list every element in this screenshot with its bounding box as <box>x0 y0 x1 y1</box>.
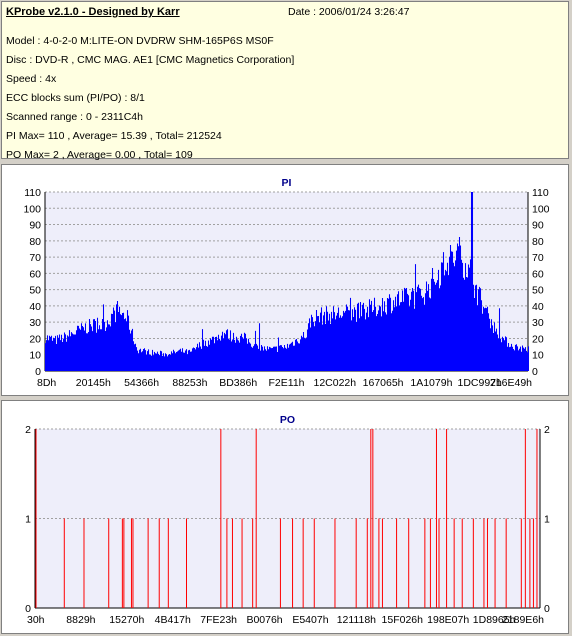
pi-chart-panel: 0 0 10 10 20 20 30 30 40 40 50 50 60 60 70 70 80 80 90 90 10… <box>1 164 569 396</box>
pi-ytick-left: 0 <box>35 366 41 378</box>
pi-ytick-right: 30 <box>532 317 544 329</box>
po-chart: 0 0 1 1 2 2 30h 8829h 15270h 4B417h 7FE23h B0076h E5… <box>25 414 550 626</box>
po-ytick-right: 2 <box>544 424 550 436</box>
info-pi-stats: PI Max= 110 , Average= 15.39 , Total= 21… <box>6 130 222 142</box>
po-ytick-left: 2 <box>25 424 31 436</box>
pi-xtick: 54366h <box>124 377 159 389</box>
pi-ytick-right: 10 <box>532 350 544 362</box>
po-xtick: 198E07h <box>427 614 469 626</box>
pi-ytick-right: 0 <box>532 366 538 378</box>
pi-ytick-left: 80 <box>29 236 41 248</box>
pi-ytick-right: 100 <box>532 203 550 215</box>
info-panel: KProbe v2.1.0 - Designed by Karr Date : … <box>1 1 569 161</box>
po-xtick: 121118h <box>337 614 376 626</box>
pi-xtick: 20145h <box>76 377 111 389</box>
pi-xtick: 167065h <box>363 377 404 389</box>
pi-xtick: BD386h <box>219 377 257 389</box>
po-xtick: B0076h <box>246 614 282 626</box>
app-title: KProbe v2.1.0 - Designed by Karr <box>6 6 180 18</box>
po-xtick: 7FE23h <box>200 614 237 626</box>
po-xtick: 1D8965h <box>473 614 516 626</box>
pi-ytick-left: 10 <box>29 350 41 362</box>
pi-xtick: 88253h <box>172 377 207 389</box>
info-speed: Speed : 4x <box>6 73 57 85</box>
pi-ytick-right: 20 <box>532 333 544 345</box>
po-ytick-right: 0 <box>544 603 550 615</box>
pi-ytick-right: 80 <box>532 236 544 248</box>
pi-ytick-left: 40 <box>29 301 41 313</box>
scan-date: Date : 2006/01/24 3:26:47 <box>288 6 410 18</box>
pi-xtick: 1A1079h <box>410 377 452 389</box>
info-ecc: ECC blocks sum (PI/PO) : 8/1 <box>6 92 145 104</box>
pi-ytick-right: 50 <box>532 285 544 297</box>
pi-xtick: 8Dh <box>37 377 56 389</box>
pi-ytick-right: 90 <box>532 220 544 232</box>
po-ytick-right: 1 <box>544 514 550 526</box>
pi-chart-title: PI <box>282 177 292 189</box>
pi-chart: 0 0 10 10 20 20 30 30 40 40 50 50 60 60 70 70 80 80 90 90 10… <box>23 177 550 389</box>
pi-ytick-right: 110 <box>532 187 549 199</box>
po-ytick-left: 0 <box>25 603 31 615</box>
pi-bars <box>44 192 530 371</box>
pi-ytick-left: 70 <box>29 252 41 264</box>
po-xtick: 15F026h <box>382 614 424 626</box>
pi-ytick-right: 60 <box>532 268 544 280</box>
pi-ytick-left: 100 <box>23 203 41 215</box>
pi-ytick-left: 110 <box>24 187 41 199</box>
po-xtick: 8829h <box>66 614 95 626</box>
info-disc: Disc : DVD-R , CMC MAG. AE1 [CMC Magneti… <box>6 54 295 66</box>
po-ytick-left: 1 <box>25 514 31 526</box>
pi-ytick-left: 90 <box>29 220 41 232</box>
po-chart-panel: 0 0 1 1 2 2 30h 8829h 15270h 4B417h 7FE23h B0076h E5… <box>1 400 569 634</box>
pi-xtick: F2E11h <box>269 377 305 389</box>
pi-ytick-right: 70 <box>532 252 544 264</box>
pi-ytick-left: 50 <box>29 285 41 297</box>
po-xtick: 30h <box>27 614 45 626</box>
pi-ytick-left: 20 <box>29 333 41 345</box>
pi-ytick-right: 40 <box>532 301 544 313</box>
po-xtick: 15270h <box>109 614 144 626</box>
po-chart-title: PO <box>280 414 295 426</box>
pi-xtick: 1DC997h <box>458 377 503 389</box>
pi-xtick: 12C022h <box>313 377 356 389</box>
pi-ytick-left: 60 <box>29 268 41 280</box>
info-model: Model : 4-0-2-0 M:LITE-ON DVDRW SHM-165P… <box>6 35 274 47</box>
po-xtick: 4B417h <box>155 614 191 626</box>
info-po-stats: PO Max= 2 , Average= 0.00 , Total= 109 <box>6 149 193 161</box>
info-range: Scanned range : 0 - 2311C4h <box>6 111 143 123</box>
po-xtick: E5407h <box>292 614 328 626</box>
po-xtick: 2189E6h <box>502 614 544 626</box>
pi-xtick: 216E49h <box>490 377 532 389</box>
pi-ytick-left: 30 <box>29 317 41 329</box>
